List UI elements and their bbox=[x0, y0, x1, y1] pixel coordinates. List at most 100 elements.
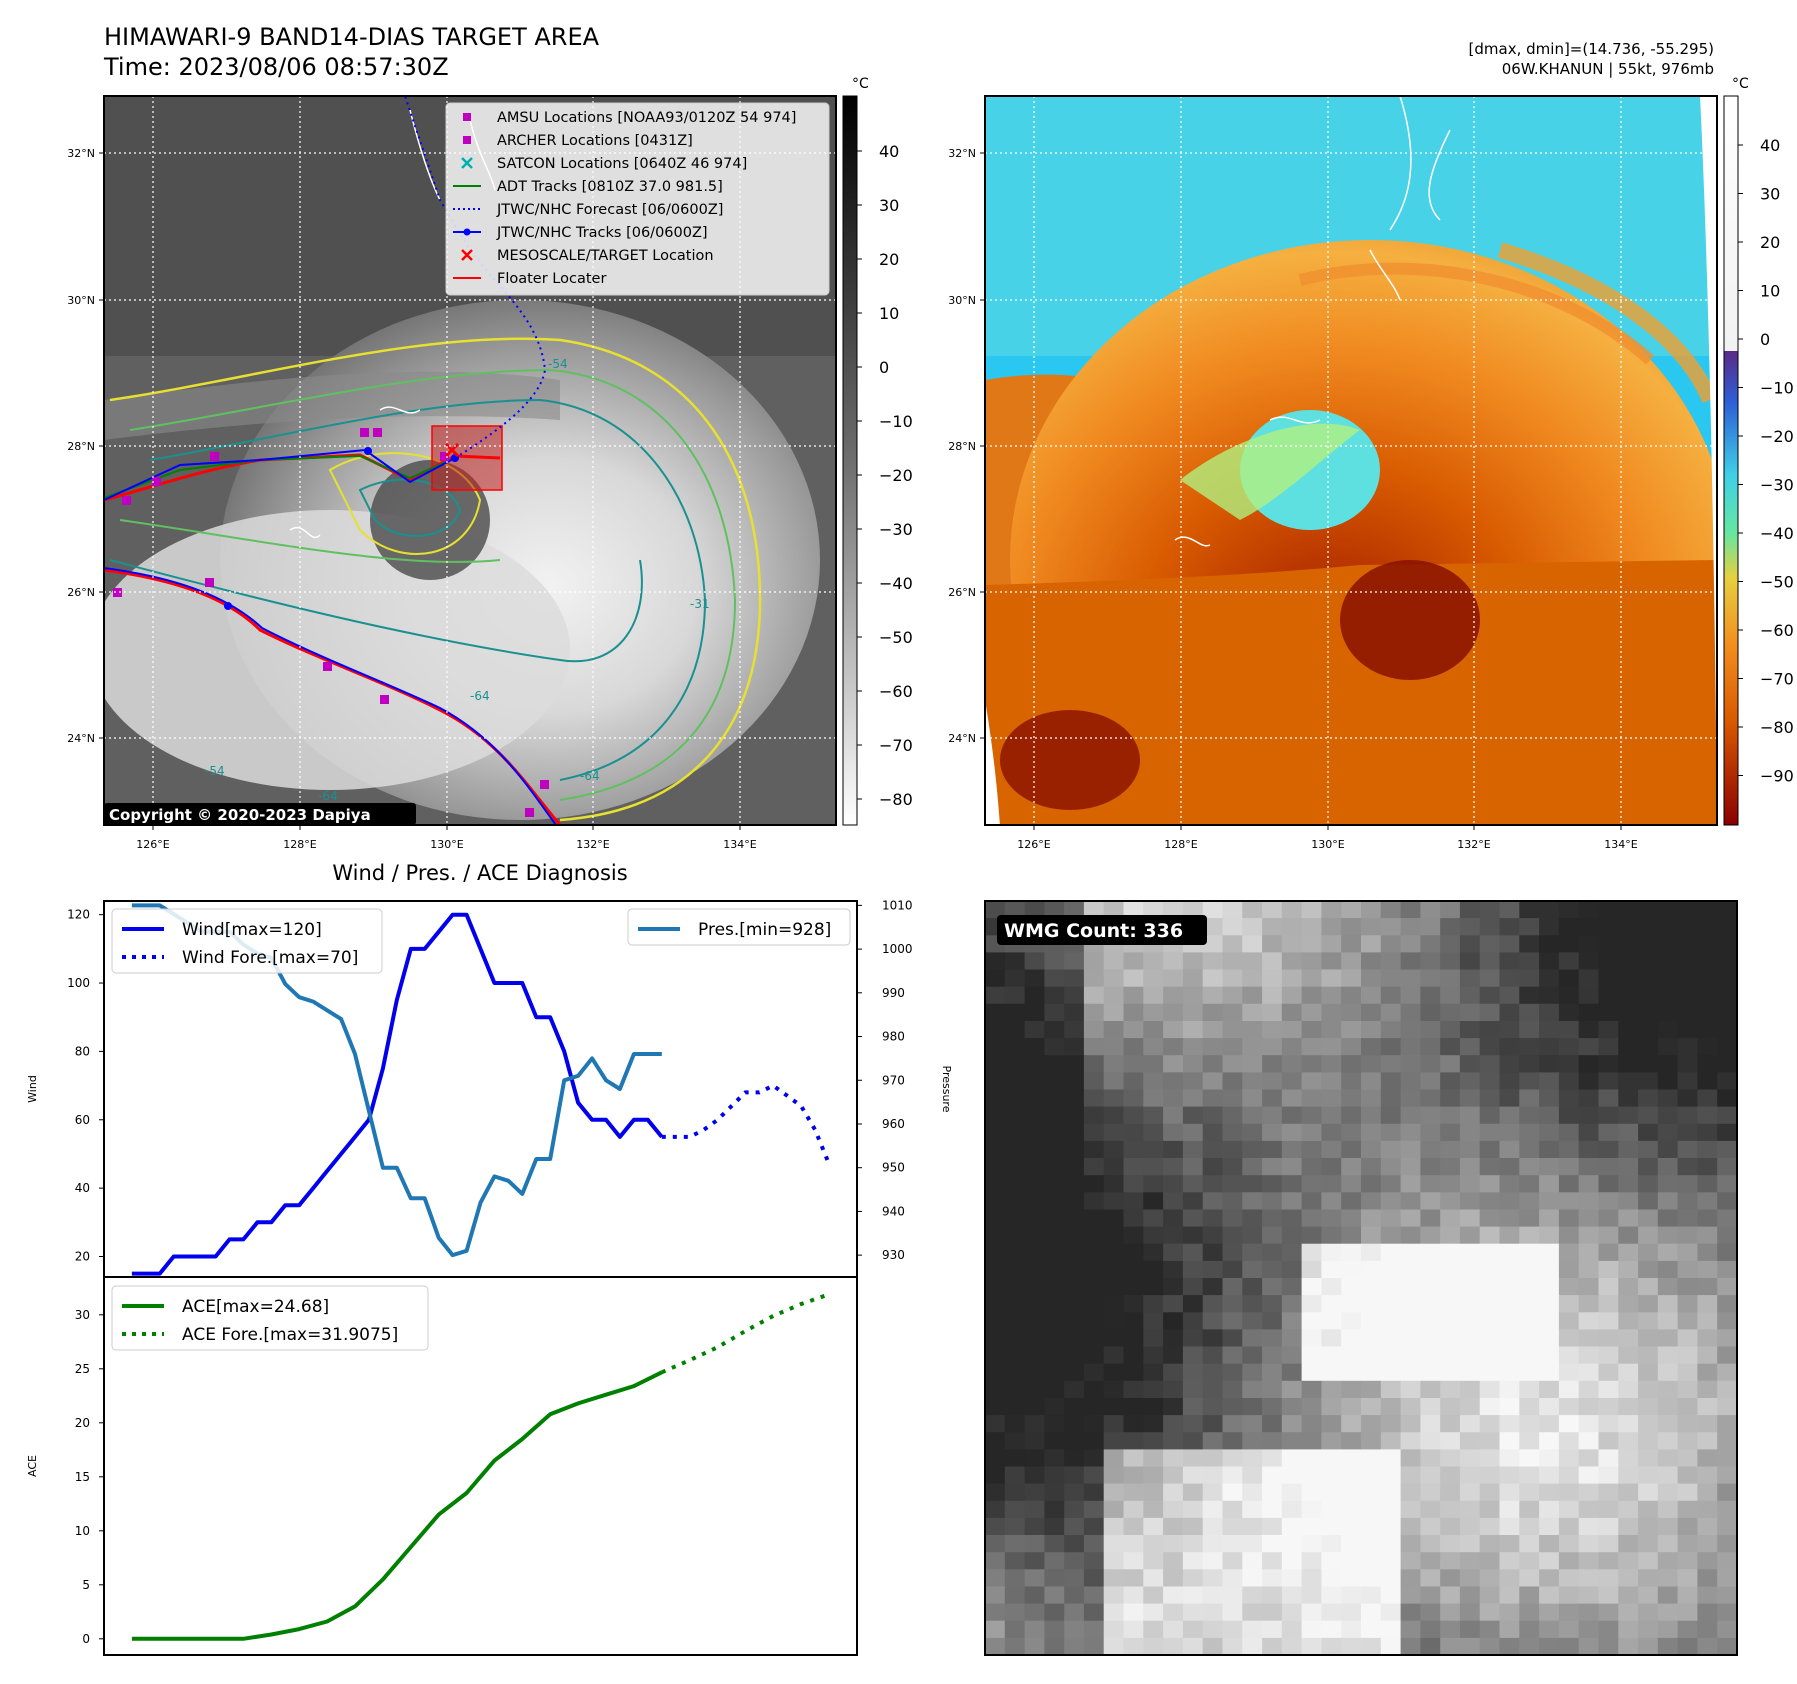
colorbar-tick-label: −50 bbox=[879, 628, 913, 647]
colorbar-tick-label: −50 bbox=[1760, 573, 1794, 592]
contour-label: -54 bbox=[548, 357, 568, 371]
wind-pressure-chart: 20 40 60 80 100 120 930 940 950 960 970 980 990 1000 1… bbox=[26, 898, 953, 1278]
legend-marker-dot bbox=[463, 228, 471, 236]
lat-tick-label: 28°N bbox=[948, 440, 976, 453]
legend-marker bbox=[463, 136, 471, 144]
contour-label: -64 bbox=[318, 789, 338, 803]
y2-tick-label: 1010 bbox=[882, 898, 913, 912]
y-tick-label: 10 bbox=[75, 1524, 90, 1538]
y-tick-label: 20 bbox=[75, 1249, 90, 1263]
chart-legend-label: ACE Fore.[max=31.9075] bbox=[182, 1325, 398, 1345]
gray-colorbar: °C 40 30 20 10 0 −10 −20 −30 −40 −50 −60 −70 −80 bbox=[842, 76, 913, 826]
legend-label: AMSU Locations [NOAA93/0120Z 54 974] bbox=[497, 110, 796, 126]
colorbar-tick-label: −80 bbox=[1760, 718, 1794, 737]
colorbar-tick-label: −90 bbox=[1760, 767, 1794, 786]
y-axis-label: Wind bbox=[26, 1075, 39, 1103]
colorbar-tick-label: 30 bbox=[879, 196, 899, 215]
y2-tick-label: 940 bbox=[882, 1204, 905, 1218]
colorbar-tick-label: 10 bbox=[1760, 282, 1780, 301]
y-tick-label: 15 bbox=[75, 1470, 90, 1484]
colorbar-tick-label: 0 bbox=[879, 358, 889, 377]
colorbar-tick-label: −60 bbox=[1760, 621, 1794, 640]
y2-tick-label: 1000 bbox=[882, 942, 913, 956]
colorbar-tick-label: −80 bbox=[879, 790, 913, 809]
lon-tick-label: 130°E bbox=[1311, 838, 1344, 851]
gray-colorbar-unit: °C bbox=[852, 76, 869, 92]
colorbar-tick-label: −30 bbox=[879, 520, 913, 539]
diagnosis-title: Wind / Pres. / ACE Diagnosis bbox=[332, 861, 627, 885]
series-line bbox=[661, 1292, 830, 1375]
chart-legend-box bbox=[627, 908, 851, 946]
y-tick-label: 120 bbox=[67, 908, 90, 922]
contour-label: -64 bbox=[470, 689, 490, 703]
lat-tick-label: 24°N bbox=[67, 732, 95, 745]
legend-label: ARCHER Locations [0431Z] bbox=[497, 133, 693, 149]
map-legend: AMSU Locations [NOAA93/0120Z 54 974] ARCH… bbox=[445, 102, 830, 296]
colorbar-tick-label: −30 bbox=[1760, 476, 1794, 495]
legend-label: SATCON Locations [0640Z 46 974] bbox=[497, 156, 747, 172]
figure-time: Time: 2023/08/06 08:57:30Z bbox=[103, 53, 449, 81]
storm-info-text: 06W.KHANUN | 55kt, 976mb bbox=[1502, 60, 1714, 78]
y-tick-label: 20 bbox=[75, 1416, 90, 1430]
lat-tick-label: 32°N bbox=[948, 147, 976, 160]
lat-tick-label: 30°N bbox=[948, 294, 976, 307]
legend-label: Floater Locater bbox=[497, 271, 606, 287]
legend-label: MESOSCALE/TARGET Location bbox=[497, 248, 714, 264]
y-tick-label: 0 bbox=[82, 1632, 90, 1646]
legend-marker bbox=[463, 113, 471, 121]
contour-label: -64 bbox=[580, 769, 600, 783]
y2-tick-label: 990 bbox=[882, 986, 905, 1000]
wmg-count-label: WMG Count: 336 bbox=[1004, 920, 1183, 942]
lon-tick-label: 134°E bbox=[723, 838, 756, 851]
colorbar-tick-label: 30 bbox=[1760, 185, 1780, 204]
ace-chart: 0 5 10 15 20 25 30 ACE ACE[max=24.68] ACE Fore.[m… bbox=[26, 1276, 858, 1656]
chart-legend-label: Pres.[min=928] bbox=[698, 920, 831, 940]
series-line bbox=[131, 912, 664, 1276]
lat-tick-label: 24°N bbox=[948, 732, 976, 745]
legend-marker bbox=[461, 249, 473, 261]
y-tick-label: 30 bbox=[75, 1308, 90, 1322]
colorbar-tick-label: −40 bbox=[1760, 524, 1794, 543]
colorbar-tick-label: −70 bbox=[1760, 670, 1794, 689]
y-tick-label: 40 bbox=[75, 1181, 90, 1195]
colorbar-tick-label: 20 bbox=[879, 250, 899, 269]
color-ir-map-panel: 32°N 30°N 28°N 26°N 24°N 126°E 128°E 130°E 132°E… bbox=[948, 95, 1718, 851]
lat-tick-label: 32°N bbox=[67, 147, 95, 160]
legend-marker bbox=[461, 157, 473, 169]
lat-tick-label: 26°N bbox=[67, 586, 95, 599]
lon-tick-label: 126°E bbox=[136, 838, 169, 851]
colorbar-tick-label: −20 bbox=[1760, 427, 1794, 446]
legend-label: JTWC/NHC Tracks [06/0600Z] bbox=[496, 225, 708, 241]
y2-axis-label: Pressure bbox=[940, 1066, 953, 1113]
contour-label: -54 bbox=[205, 764, 225, 778]
lon-tick-label: 134°E bbox=[1604, 838, 1637, 851]
lon-tick-label: 130°E bbox=[430, 838, 463, 851]
y-tick-label: 5 bbox=[82, 1578, 90, 1592]
color-colorbar-unit: °C bbox=[1732, 76, 1749, 92]
colorbar-tick-label: −60 bbox=[879, 682, 913, 701]
chart-legend-label: Wind Fore.[max=70] bbox=[182, 948, 358, 968]
lon-tick-label: 128°E bbox=[1164, 838, 1197, 851]
lon-tick-label: 128°E bbox=[283, 838, 316, 851]
colorbar-tick-label: 40 bbox=[1760, 136, 1780, 155]
map1-ticks: 32°N 30°N 28°N 26°N 24°N 126°E 128°E 130°E 132°E… bbox=[67, 147, 757, 851]
wmg-panel: WMG Count: 336 bbox=[984, 900, 1738, 1656]
chart-legend-box bbox=[111, 908, 383, 974]
y2-tick-label: 930 bbox=[882, 1248, 905, 1262]
contour-labels: -54 -64 -31 -64 -54 -64 bbox=[205, 357, 710, 803]
colorbar-tick-label: 0 bbox=[1760, 330, 1770, 349]
y2-tick-label: 980 bbox=[882, 1030, 905, 1044]
lat-tick-label: 28°N bbox=[67, 440, 95, 453]
y-tick-label: 100 bbox=[67, 976, 90, 990]
chart-legend-label: ACE[max=24.68] bbox=[182, 1297, 329, 1317]
lat-tick-label: 26°N bbox=[948, 586, 976, 599]
legend-label: JTWC/NHC Forecast [06/0600Z] bbox=[496, 202, 723, 218]
colorbar-tick-label: −20 bbox=[879, 466, 913, 485]
series-line bbox=[661, 1083, 831, 1165]
copyright-text: Copyright © 2020-2023 Dapiya bbox=[109, 806, 371, 824]
y-tick-label: 80 bbox=[75, 1044, 90, 1058]
y-tick-label: 25 bbox=[75, 1362, 90, 1376]
lon-tick-label: 126°E bbox=[1017, 838, 1050, 851]
series-line bbox=[131, 1370, 663, 1641]
lon-tick-label: 132°E bbox=[576, 838, 609, 851]
